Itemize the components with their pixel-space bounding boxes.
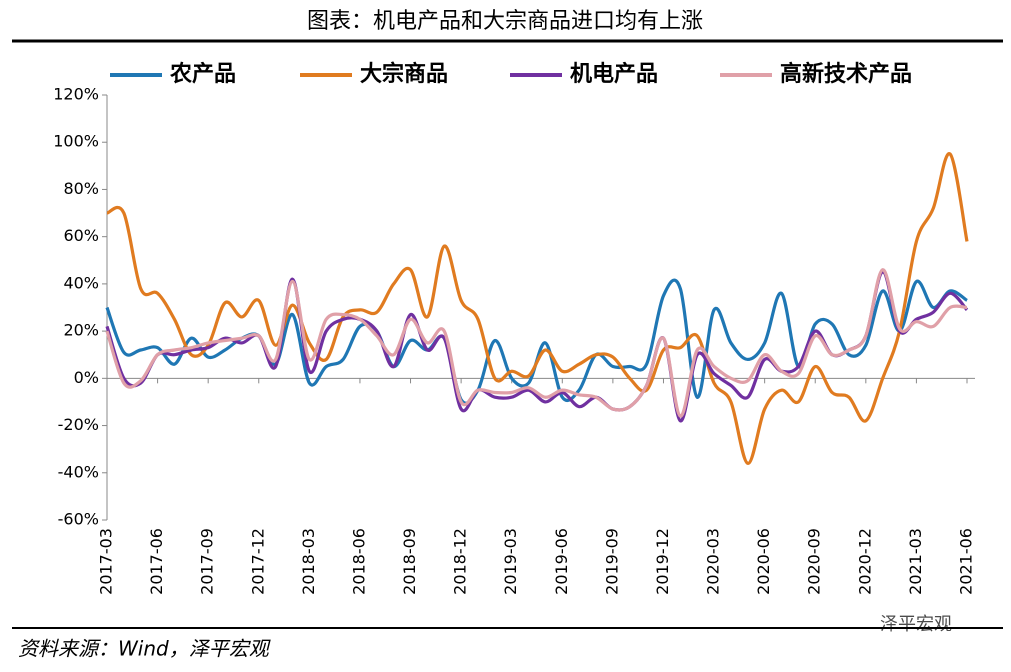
legend-label: 大宗商品 (360, 61, 448, 87)
series-line (105, 270, 969, 423)
x-tick-label: 2021-06 (957, 528, 976, 595)
legend-label: 高新技术产品 (780, 61, 912, 87)
x-tick-label: 2020-12 (855, 528, 874, 595)
x-tick-label: 2018-06 (349, 528, 368, 595)
x-tick-label: 2017-12 (248, 528, 267, 595)
y-tick-label: 60% (63, 226, 99, 245)
y-tick-label: 120% (53, 85, 99, 104)
y-tick-label: -60% (58, 510, 99, 529)
y-tick-label: 80% (63, 179, 99, 198)
x-tick-label: 2018-03 (299, 528, 318, 595)
x-tick-label: 2020-03 (704, 528, 723, 595)
x-tick-label: 2020-09 (805, 528, 824, 595)
legend-label: 农产品 (169, 61, 236, 87)
series-line (105, 268, 968, 418)
x-tick-label: 2020-06 (754, 528, 773, 595)
x-tick-label: 2019-06 (552, 528, 571, 595)
x-tick-label: 2019-03 (501, 528, 520, 595)
watermark: 泽平宏观 (880, 614, 952, 635)
x-tick-label: 2019-09 (602, 528, 621, 595)
x-tick-label: 2018-12 (451, 528, 470, 595)
source: 资料来源：Wind，泽平宏观 (18, 637, 271, 661)
x-tick-label: 2017-03 (97, 528, 116, 595)
x-tick-label: 2017-09 (198, 528, 217, 595)
chart-title: 图表：机电产品和大宗商品进口均有上涨 (307, 9, 703, 34)
y-tick-label: -40% (58, 462, 99, 481)
x-tick-label: 2018-09 (400, 528, 419, 595)
y-tick-label: 0% (74, 368, 99, 387)
x-tick-label: 2017-06 (147, 528, 166, 595)
y-tick-label: 100% (53, 132, 99, 151)
x-tick-label: 2021-03 (906, 528, 925, 595)
x-tick-label: 2019-12 (653, 528, 672, 595)
series-line (106, 152, 969, 465)
y-tick-label: 20% (63, 321, 99, 340)
legend-label: 机电产品 (570, 62, 658, 87)
y-tick-label: 40% (63, 273, 99, 292)
y-tick-label: -20% (58, 415, 99, 434)
